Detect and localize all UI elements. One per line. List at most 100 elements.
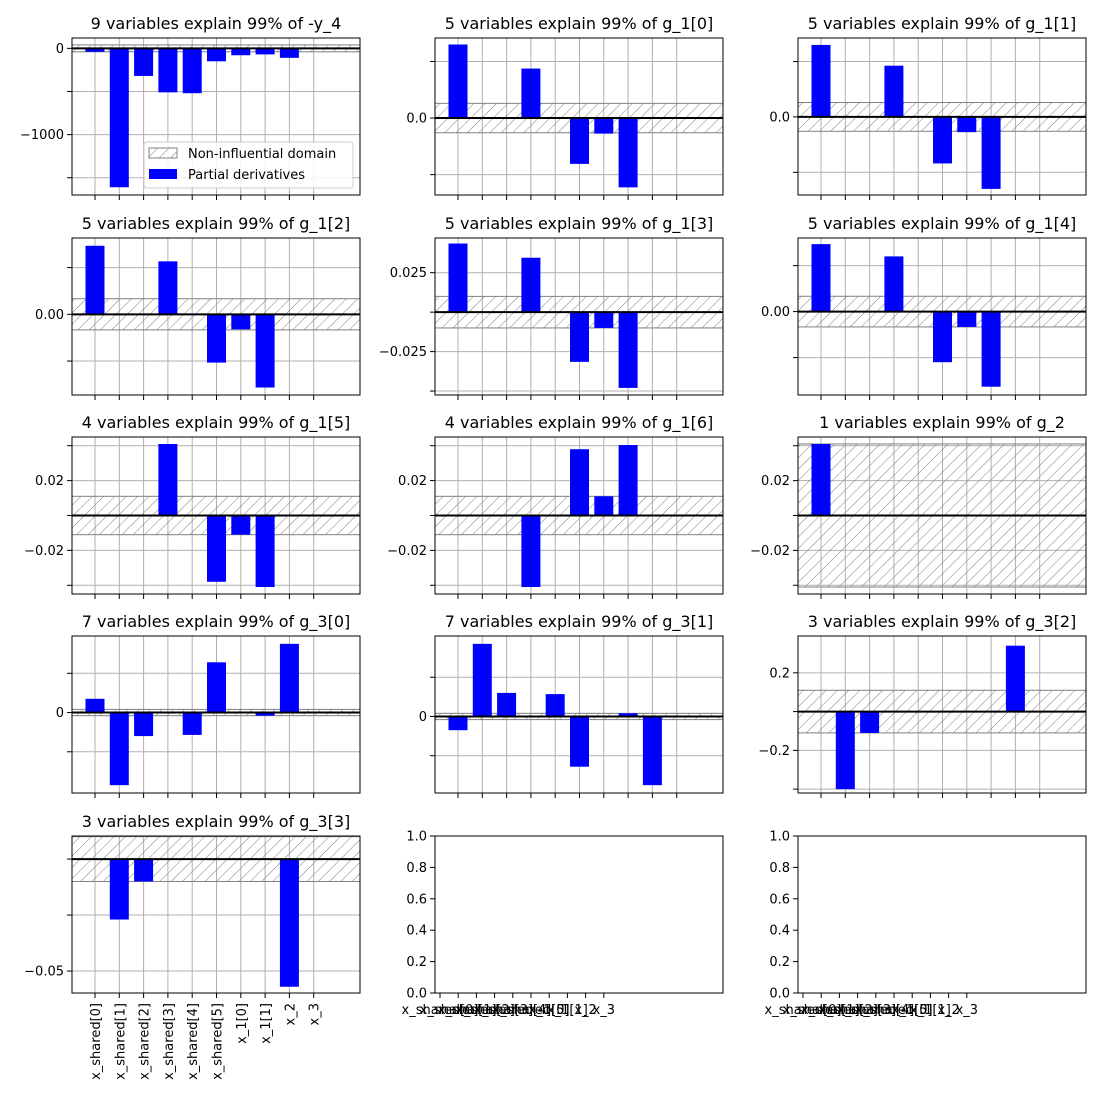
bar-x_1[1]: [981, 311, 1001, 387]
subplot-13: x_shared[0]x_shared[1]x_shared[2]x_share…: [402, 830, 724, 1018]
axes-frame: [71, 635, 361, 794]
bar-x_shared[2]: [497, 692, 517, 717]
y-tick-label: 0.2: [769, 666, 790, 681]
subplot-9: 7 variables explain 99% of g_3[0] 0: [56, 612, 361, 798]
x-tick-label: x_2: [937, 1003, 959, 1018]
subplot-title: 4 variables explain 99% of g_1[6]: [445, 413, 714, 433]
y-tick-label: 0.025: [390, 266, 427, 281]
x-tick-label: x_shared[4]: [837, 1003, 914, 1018]
bar-x_1[1]: [255, 48, 275, 55]
x-tick-label: x_1[1]: [547, 1003, 588, 1018]
legend-bar-swatch: [149, 169, 177, 179]
subplot-title: 3 variables explain 99% of g_3[2]: [808, 612, 1077, 632]
x-tick-label: x_shared[4]: [186, 1003, 201, 1080]
bar-x_shared[5]: [933, 116, 952, 164]
legend: Non-influential domain Partial derivative…: [143, 141, 354, 189]
axes-frame: [434, 37, 724, 196]
axes-frame: [71, 237, 361, 396]
legend-hatch-swatch: [148, 147, 178, 159]
subplot-1: 5 variables explain 99% of g_1[0] 0.0: [406, 14, 724, 200]
x-tick-label: x_shared[2]: [138, 1003, 153, 1080]
x-tick-label: x_shared[4]: [474, 1003, 551, 1018]
bar-x_shared[2]: [134, 712, 154, 737]
bar-x_shared[0]: [811, 244, 831, 312]
legend-box: [143, 141, 354, 189]
bar-x_shared[2]: [134, 859, 154, 882]
bar-x_shared[1]: [472, 643, 492, 717]
bar-x_2: [279, 643, 299, 713]
bar-x_shared[3]: [158, 443, 178, 516]
x-tick-label: x_shared[3]: [819, 1003, 896, 1018]
y-tick-label: −0.05: [24, 965, 64, 980]
bar-x_shared[0]: [448, 716, 468, 731]
axes-frame: [434, 635, 724, 794]
subplot-8: 1 variables explain 99% of g_2 0.02 −0.02: [750, 413, 1087, 599]
bar-x_1[1]: [255, 314, 275, 388]
bar-x_shared[1]: [835, 711, 855, 790]
bar-x_1[1]: [618, 118, 638, 188]
y-tick-label: 0: [56, 42, 64, 57]
bar-x_1[0]: [594, 496, 614, 516]
x-tick-label: x_shared[1]: [783, 1003, 860, 1018]
axes-frame: [71, 37, 361, 196]
x-tick-label: x_3: [593, 1003, 615, 1018]
bar-x_1[1]: [618, 445, 638, 516]
bar-x_1[0]: [231, 314, 251, 330]
legend-label-partial-derivatives: Partial derivatives: [188, 168, 305, 183]
subplot-12: 3 variables explain 99% of g_3[3] −0.05: [24, 812, 361, 998]
x-tick-label: x_2: [283, 1003, 298, 1025]
bar-x_shared[3]: [884, 65, 904, 117]
x-tick-label: x_3: [308, 1003, 323, 1025]
bar-x_shared[0]: [85, 698, 105, 713]
y-tick-label: 0.2: [769, 955, 790, 970]
bar-x_shared[0]: [448, 44, 468, 119]
bar-x_shared[3]: [521, 257, 541, 313]
bar-x_shared[5]: [207, 515, 226, 582]
y-tick-label: −0.2: [758, 744, 790, 759]
x-tick-label: x_1[1]: [910, 1003, 951, 1018]
x-tick-label: x_shared[3]: [456, 1003, 533, 1018]
subplot-7: 4 variables explain 99% of g_1[6] 0.02 −0.…: [387, 413, 724, 599]
bar-x_shared[3]: [521, 515, 541, 588]
y-tick-label: 0.00: [35, 308, 64, 323]
y-tick-label: 1.0: [406, 830, 427, 845]
x-tick-label: x_shared[1]: [113, 1003, 128, 1080]
axes-frame: [71, 835, 361, 994]
subplot-4: 5 variables explain 99% of g_1[3] 0.025 −0…: [379, 214, 724, 400]
bar-x_shared[1]: [109, 859, 129, 920]
bar-x_shared[1]: [109, 48, 129, 188]
subplot-title: 5 variables explain 99% of g_1[3]: [445, 214, 714, 234]
bar-x_shared[5]: [570, 312, 589, 362]
y-tick-label: 0.02: [35, 474, 64, 489]
bar-x_shared[1]: [109, 712, 129, 786]
x-tick-label: x_shared[5]: [493, 1003, 570, 1018]
bar-x_shared[3]: [884, 256, 904, 312]
subplot-title: 5 variables explain 99% of g_1[2]: [82, 214, 351, 234]
subplot-3: 5 variables explain 99% of g_1[2] 0.00: [35, 214, 361, 400]
x-tick-label: x_1[0]: [529, 1003, 570, 1018]
y-tick-label: 0.8: [406, 861, 427, 876]
y-tick-label: −1000: [20, 128, 64, 143]
x-axis-variable-labels: x_shared[0] x_shared[1] x_shared[2] x_share…: [89, 1003, 323, 1080]
x-tick-label: x_shared[2]: [438, 1003, 515, 1018]
bar-x_shared[3]: [158, 48, 178, 93]
bar-x_shared[4]: [182, 712, 202, 735]
bar-x_1[1]: [981, 116, 1001, 189]
x-tick-label: x_2: [574, 1003, 596, 1018]
x-tick-label: x_shared[3]: [162, 1003, 177, 1080]
bar-x_2: [279, 48, 299, 58]
y-tick-label: 0.00: [761, 305, 790, 320]
y-tick-label: 0: [56, 706, 64, 721]
bar-x_shared[0]: [811, 443, 831, 516]
bar-x_2: [1005, 645, 1025, 712]
bar-x_2: [279, 859, 299, 987]
subplot-title: 5 variables explain 99% of g_1[1]: [808, 14, 1077, 34]
bar-x_shared[5]: [570, 716, 589, 767]
y-tick-label: −0.02: [24, 544, 64, 559]
bar-x_shared[0]: [85, 48, 105, 52]
y-tick-label: 1.0: [769, 830, 790, 845]
bar-x_shared[0]: [85, 245, 105, 315]
bar-x_1[0]: [957, 311, 977, 327]
bar-x_shared[5]: [570, 118, 589, 164]
subplot-11: 3 variables explain 99% of g_3[2] 0.2 −0.2: [758, 612, 1087, 798]
